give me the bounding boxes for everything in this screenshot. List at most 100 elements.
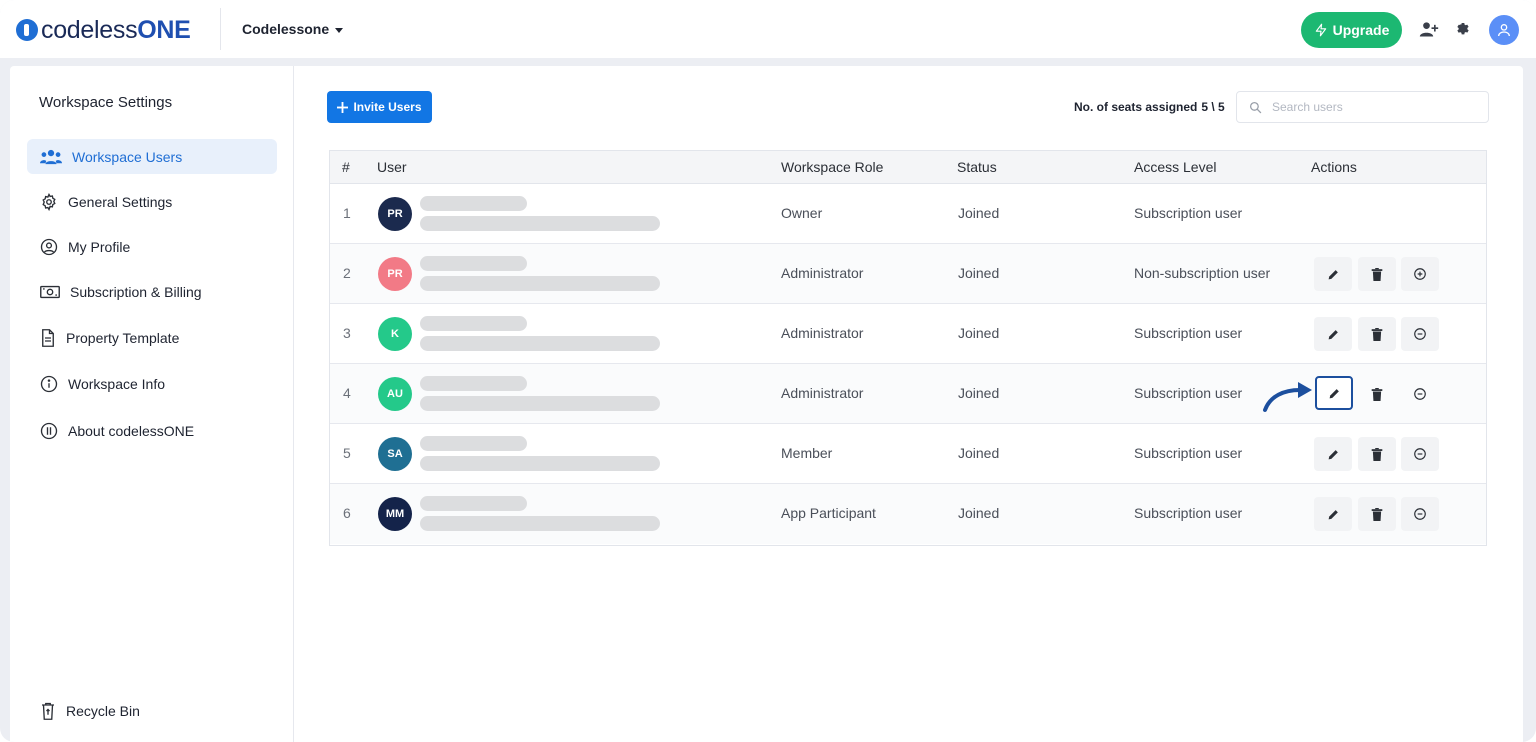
sidebar-item-label: My Profile bbox=[68, 238, 131, 255]
redacted-email bbox=[420, 336, 660, 351]
recycle-bin-icon bbox=[42, 702, 54, 720]
workspace-role: App Participant bbox=[781, 505, 876, 521]
trash-icon bbox=[1371, 327, 1383, 341]
workspace-role: Administrator bbox=[781, 385, 864, 401]
gear-icon bbox=[42, 192, 56, 211]
add-user-icon[interactable] bbox=[1419, 19, 1439, 39]
users-icon bbox=[40, 149, 62, 164]
users-table: # User Workspace Role Status Access Leve… bbox=[329, 150, 1487, 546]
workspace-switcher[interactable]: Codelessone bbox=[242, 21, 344, 37]
access-level: Subscription user bbox=[1134, 505, 1243, 521]
main-panel: Workspace Settings Workspace Users Gener… bbox=[10, 66, 1523, 742]
sidebar-item-recycle-bin[interactable]: Recycle Bin bbox=[27, 693, 277, 728]
sidebar-item-my-profile[interactable]: My Profile bbox=[27, 229, 277, 264]
minus-circle-icon bbox=[1414, 328, 1426, 340]
annotation-arrow-icon bbox=[1263, 382, 1312, 412]
table-header: # User Workspace Role Status Access Leve… bbox=[330, 151, 1486, 184]
status: Joined bbox=[958, 265, 1000, 281]
sidebar-item-label: Recycle Bin bbox=[66, 702, 140, 719]
delete-button[interactable] bbox=[1358, 497, 1396, 531]
avatar: AU bbox=[378, 377, 412, 411]
sidebar-item-label: Workspace Users bbox=[72, 148, 183, 165]
redacted-email bbox=[420, 216, 660, 231]
table-row: 6 MM App Participant Joined Subscription… bbox=[330, 484, 1486, 544]
trash-icon bbox=[1371, 447, 1383, 461]
sidebar-item-subscription-billing[interactable]: Subscription & Billing bbox=[27, 274, 277, 309]
workspace-role: Administrator bbox=[781, 325, 864, 341]
search-icon bbox=[1249, 101, 1262, 113]
table-row: 5 SA Member Joined Subscription user bbox=[330, 424, 1486, 484]
remove-subscription-button[interactable] bbox=[1401, 317, 1439, 351]
upgrade-button[interactable]: Upgrade bbox=[1301, 12, 1402, 48]
row-number: 4 bbox=[343, 385, 351, 401]
profile-icon bbox=[40, 238, 58, 255]
workspace-role: Administrator bbox=[781, 265, 864, 281]
user-avatar-icon[interactable] bbox=[1489, 15, 1519, 45]
redacted-email bbox=[420, 456, 660, 471]
redacted-name bbox=[420, 196, 527, 211]
workspace-role: Owner bbox=[781, 205, 823, 221]
redacted-name bbox=[420, 316, 527, 331]
sidebar-item-property-template[interactable]: Property Template bbox=[27, 320, 277, 355]
lightning-icon bbox=[1315, 23, 1326, 37]
invite-users-button[interactable]: Invite Users bbox=[327, 91, 432, 123]
delete-button[interactable] bbox=[1358, 377, 1396, 411]
sidebar-item-workspace-users[interactable]: Workspace Users bbox=[27, 139, 277, 174]
pencil-icon bbox=[1328, 329, 1338, 339]
edit-button[interactable] bbox=[1314, 497, 1352, 531]
sidebar-title: Workspace Settings bbox=[39, 94, 173, 111]
info-icon bbox=[40, 375, 58, 392]
row-number: 2 bbox=[343, 265, 351, 281]
delete-button[interactable] bbox=[1358, 257, 1396, 291]
status: Joined bbox=[958, 205, 1000, 221]
seats-value: 5 \ 5 bbox=[1201, 100, 1225, 114]
access-level: Non-subscription user bbox=[1134, 265, 1271, 281]
sidebar-item-label: Workspace Info bbox=[68, 375, 166, 392]
row-number: 1 bbox=[343, 205, 351, 221]
sidebar-item-general-settings[interactable]: General Settings bbox=[27, 184, 277, 219]
status: Joined bbox=[958, 325, 1000, 341]
top-bar: codeless ONE Codelessone Upgrade bbox=[0, 0, 1536, 58]
redacted-name bbox=[420, 496, 527, 511]
workspace-name: Codelessone bbox=[242, 21, 330, 37]
remove-subscription-button[interactable] bbox=[1401, 497, 1439, 531]
table-row: 1 PR Owner Joined Subscription user bbox=[330, 184, 1486, 244]
search-input[interactable] bbox=[1272, 100, 1472, 114]
search-box bbox=[1236, 91, 1489, 123]
sidebar-item-label: General Settings bbox=[68, 193, 173, 210]
settings-sidebar: Workspace Settings Workspace Users Gener… bbox=[10, 66, 294, 742]
status: Joined bbox=[958, 505, 1000, 521]
edit-button[interactable] bbox=[1314, 317, 1352, 351]
delete-button[interactable] bbox=[1358, 317, 1396, 351]
avatar: SA bbox=[378, 437, 412, 471]
redacted-email bbox=[420, 276, 660, 291]
add-subscription-button[interactable] bbox=[1401, 257, 1439, 291]
minus-circle-icon bbox=[1414, 508, 1426, 520]
sidebar-item-about[interactable]: About codelessONE bbox=[27, 413, 277, 448]
gear-icon[interactable] bbox=[1453, 19, 1473, 39]
edit-button[interactable] bbox=[1314, 437, 1352, 471]
invite-users-label: Invite Users bbox=[353, 100, 422, 114]
remove-subscription-button[interactable] bbox=[1401, 377, 1439, 411]
pencil-icon bbox=[1328, 449, 1338, 459]
edit-button[interactable] bbox=[1315, 376, 1353, 410]
app-logo[interactable]: codeless ONE bbox=[16, 16, 191, 44]
column-header-role: Workspace Role bbox=[781, 159, 884, 175]
delete-button[interactable] bbox=[1358, 437, 1396, 471]
redacted-name bbox=[420, 256, 527, 271]
logo-text-bold: ONE bbox=[137, 15, 191, 44]
chevron-down-icon bbox=[335, 27, 344, 33]
row-number: 5 bbox=[343, 445, 351, 461]
trash-icon bbox=[1371, 267, 1383, 281]
pencil-icon bbox=[1329, 388, 1339, 398]
avatar: MM bbox=[378, 497, 412, 531]
sidebar-item-workspace-info[interactable]: Workspace Info bbox=[27, 366, 277, 401]
remove-subscription-button[interactable] bbox=[1401, 437, 1439, 471]
pencil-icon bbox=[1328, 269, 1338, 279]
edit-button[interactable] bbox=[1314, 257, 1352, 291]
document-icon bbox=[42, 328, 54, 347]
upgrade-label: Upgrade bbox=[1332, 22, 1390, 38]
sidebar-item-label: Property Template bbox=[66, 329, 180, 346]
avatar: PR bbox=[378, 197, 412, 231]
